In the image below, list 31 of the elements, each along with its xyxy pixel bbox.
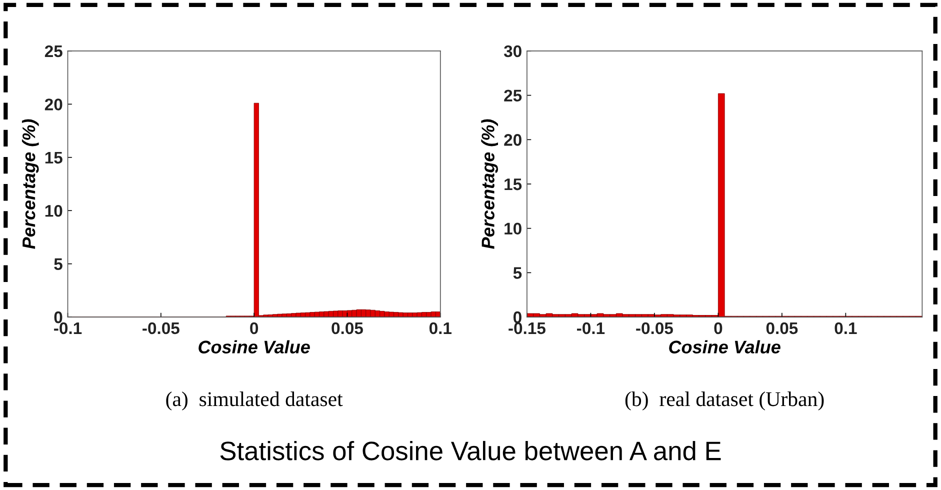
x-tick-label: -0.15	[508, 322, 546, 334]
y-tick-label: 15	[504, 178, 522, 190]
y-axis-title: Percentage (%)	[481, 119, 498, 249]
x-tick-label: -0.05	[636, 322, 673, 334]
y-tick-label: 5	[513, 267, 522, 279]
y-axis-title: Percentage (%)	[22, 119, 39, 249]
y-tick-label: 10	[45, 205, 62, 217]
x-tick-label: 0	[250, 322, 258, 334]
y-tick-label: 30	[504, 45, 522, 58]
text: Statistics of Cosine Value between A and E	[220, 440, 721, 460]
y-tick-label: 0	[54, 311, 62, 324]
text: (a) simulated dataset	[166, 392, 343, 410]
text: (b) real dataset (Urban)	[625, 392, 824, 410]
x-tick-label: 0	[714, 322, 722, 334]
x-axis-title: Cosine Value	[198, 340, 310, 354]
y-tick-label: 20	[504, 134, 522, 146]
y-tick-label: 5	[54, 258, 62, 270]
x-tick-label: -0.1	[577, 322, 605, 334]
y-tick-label: 25	[44, 45, 62, 58]
x-tick-label: 0.1	[429, 322, 452, 334]
x-tick-label: 0.05	[332, 322, 363, 334]
x-tick-label: -0.05	[142, 322, 180, 334]
y-tick-label: 0	[513, 311, 522, 324]
x-tick-label: 0.05	[766, 322, 798, 334]
x-tick-label: -0.1	[54, 322, 82, 334]
y-tick-label: 20	[44, 98, 62, 110]
x-tick-label: 0.1	[834, 322, 857, 334]
y-tick-label: 25	[504, 90, 522, 102]
y-tick-label: 10	[504, 222, 522, 235]
y-tick-label: 15	[45, 152, 62, 164]
x-axis-title: Cosine Value	[669, 340, 780, 354]
